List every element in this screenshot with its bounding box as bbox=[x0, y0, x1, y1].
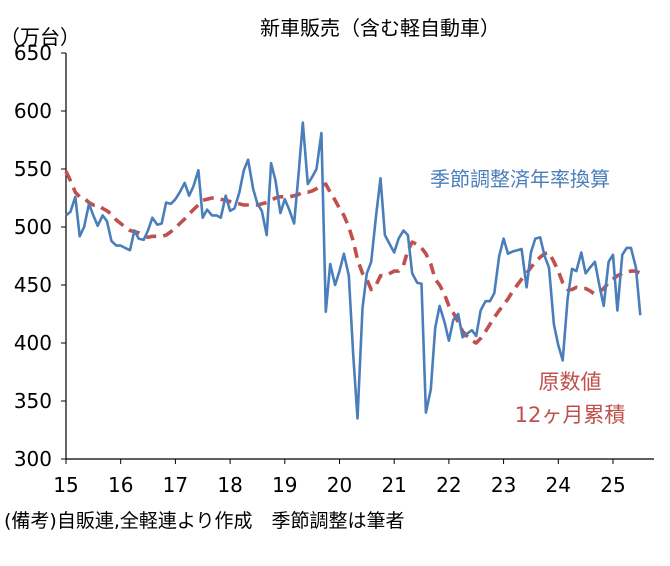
series-label-raw-12m-line2: 12ヶ月累積 bbox=[515, 403, 626, 427]
footnote: (備考)自販連,全軽連より作成 季節調整は筆者 bbox=[4, 510, 405, 532]
chart-title: 新車販売（含む軽自動車） bbox=[260, 16, 500, 40]
y-tick-label: 600 bbox=[14, 99, 52, 123]
y-tick-label: 500 bbox=[14, 215, 52, 239]
y-tick-label: 300 bbox=[14, 447, 52, 471]
y-axis: 300 350 400 450 500 550 600 650 bbox=[14, 41, 66, 471]
x-tick-label: 15 bbox=[53, 473, 78, 497]
x-tick-label: 23 bbox=[491, 473, 516, 497]
x-tick-label: 24 bbox=[546, 473, 571, 497]
x-tick-label: 18 bbox=[217, 473, 242, 497]
y-tick-label: 350 bbox=[14, 389, 52, 413]
y-axis-unit-label: （万台） bbox=[0, 25, 80, 49]
series-line-seasonally-adjusted bbox=[65, 121, 642, 420]
series-label-raw-12m-line1: 原数値 bbox=[539, 370, 602, 394]
y-tick-label: 650 bbox=[14, 41, 52, 65]
series-label-seasonally-adjusted: 季節調整済年率換算 bbox=[430, 167, 610, 191]
y-tick-label: 450 bbox=[14, 273, 52, 297]
x-tick-label: 20 bbox=[327, 473, 352, 497]
x-axis: 15 16 17 18 19 20 21 22 23 24 25 bbox=[53, 459, 626, 497]
x-tick-label: 25 bbox=[600, 473, 625, 497]
y-tick-label: 400 bbox=[14, 331, 52, 355]
x-tick-label: 19 bbox=[272, 473, 297, 497]
x-tick-label: 22 bbox=[436, 473, 461, 497]
plot-area bbox=[64, 121, 642, 420]
x-tick-label: 21 bbox=[381, 473, 406, 497]
y-tick-label: 550 bbox=[14, 157, 52, 181]
x-tick-label: 16 bbox=[108, 473, 133, 497]
x-tick-label: 17 bbox=[163, 473, 188, 497]
